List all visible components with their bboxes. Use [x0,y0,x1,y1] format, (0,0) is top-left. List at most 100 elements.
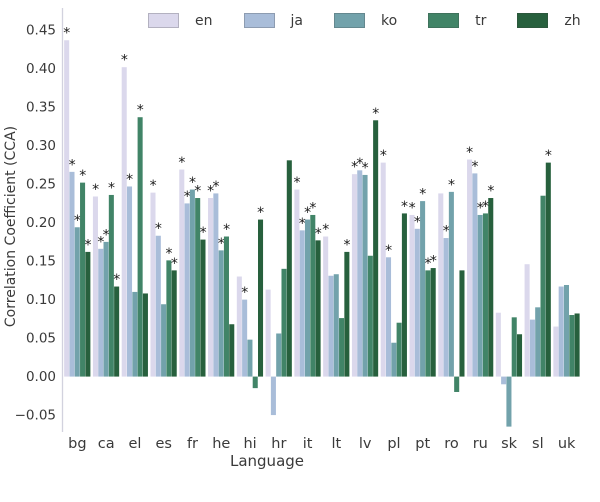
significance-star-lt-zh: * [343,237,350,253]
significance-star-lv-ko: * [362,160,369,176]
bar-sk-en [495,312,501,377]
legend-label-tr: tr [475,12,487,29]
legend-swatch-ja [243,13,275,28]
bar-hi-en [236,276,242,377]
bar-it-tr [310,214,316,377]
significance-star-it-ko: * [304,205,311,221]
significance-star-sl-zh: * [545,148,552,164]
bar-pl-en [380,162,386,377]
bar-it-en [294,189,300,377]
significance-star-lv-en: * [351,160,358,176]
bar-sl-tr [540,195,546,377]
bar-lv-ja [357,170,363,377]
x-axis-title: Language [230,452,304,470]
bar-he-ja [213,193,219,377]
y-tick-label: 0.15 [26,254,56,270]
significance-star-bg-ko: * [74,213,81,229]
y-tick-label: 0.00 [26,369,56,385]
x-tick-label-it: it [303,436,313,452]
bar-es-ja [155,235,161,377]
bar-el-en [121,67,127,377]
significance-star-ru-ja: * [471,159,478,175]
significance-star-lv-zh: * [372,106,379,122]
bar-hr-zh [286,160,292,377]
significance-star-el-ja: * [126,172,133,188]
significance-star-bg-ja: * [69,157,76,173]
bar-lt-ja [328,275,334,377]
significance-star-pl-en: * [380,148,387,164]
y-tick-label: 0.45 [26,23,56,39]
bar-ro-en [438,193,444,377]
bar-ca-ja [98,248,104,377]
legend-swatch-en [148,13,179,28]
legend-label-ja: ja [290,12,303,29]
significance-star-ro-ko: * [448,177,455,193]
x-tick-label-he: he [212,436,230,452]
bar-pl-ko [391,342,397,377]
legend-item-ko: ko [333,13,397,28]
bar-ru-zh [488,198,494,377]
bar-es-tr [166,260,172,377]
significance-star-ca-en: * [92,182,99,198]
bar-ca-zh [114,286,120,377]
y-tick-label: 0.10 [26,292,56,308]
y-tick-label: 0.20 [26,215,56,231]
bar-ca-tr [108,194,114,377]
significance-star-ru-en: * [466,145,473,161]
bar-fr-ko [189,189,195,377]
significance-star-lt-en: * [322,222,329,238]
bar-hr-tr [281,268,287,377]
bar-he-tr [223,236,229,377]
significance-star-pt-zh: * [430,254,437,270]
x-tick-label-sk: sk [501,436,518,452]
significance-star-el-tr: * [137,103,144,119]
significance-star-lv-ja: * [356,156,363,172]
x-tick-label-bg: bg [68,436,86,452]
bar-ro-tr [454,376,460,392]
bar-ru-ko [477,214,483,377]
bar-hr-ja [270,376,276,416]
bar-sl-zh [545,162,551,377]
significance-star-hi-zh: * [257,205,264,221]
bar-it-ja [299,230,305,377]
bar-fr-tr [195,198,201,377]
significance-star-fr-tr: * [194,184,201,200]
bar-sl-ko [535,307,541,377]
x-tick-label-el: el [128,436,141,452]
y-tick-label: 0.25 [26,177,56,193]
bar-el-ko [132,291,138,377]
bar-pt-zh [430,268,436,377]
significance-star-ru-zh: * [487,184,494,200]
significance-star-he-ko: * [218,236,225,252]
significance-star-bg-zh: * [84,237,91,253]
legend-label-en: en [195,12,213,29]
bar-sl-en [524,264,530,377]
bar-hi-ja [242,299,248,377]
significance-star-pt-ja: * [414,214,421,230]
bar-lt-zh [344,251,350,377]
y-axis-title: Correlation Coefficient (CCA) [3,126,19,327]
bar-lt-ko [333,274,339,377]
significance-star-hi-ja: * [241,285,248,301]
bar-pl-tr [396,322,402,377]
bar-ca-ko [103,241,109,377]
bar-fr-zh [200,239,206,377]
bar-fr-ja [184,203,190,377]
bar-it-ko [304,219,311,377]
bar-hi-tr [252,376,258,389]
x-tick-label-ru: ru [473,436,488,452]
y-tick-label: 0.05 [26,331,56,347]
legend-swatch-ko [333,13,365,28]
legend-item-ja: ja [243,12,303,29]
x-tick-label-ro: ro [444,436,459,452]
significance-star-fr-ja: * [184,189,191,205]
significance-star-pl-zh: * [401,199,408,215]
significance-star-it-ja: * [299,216,306,232]
bar-fr-en [179,169,185,377]
significance-star-ca-tr: * [108,180,115,196]
bar-ro-ja [443,238,449,377]
bar-es-zh [171,270,177,377]
x-tick-label-hr: hr [271,436,286,452]
bar-pt-ja [414,228,420,377]
